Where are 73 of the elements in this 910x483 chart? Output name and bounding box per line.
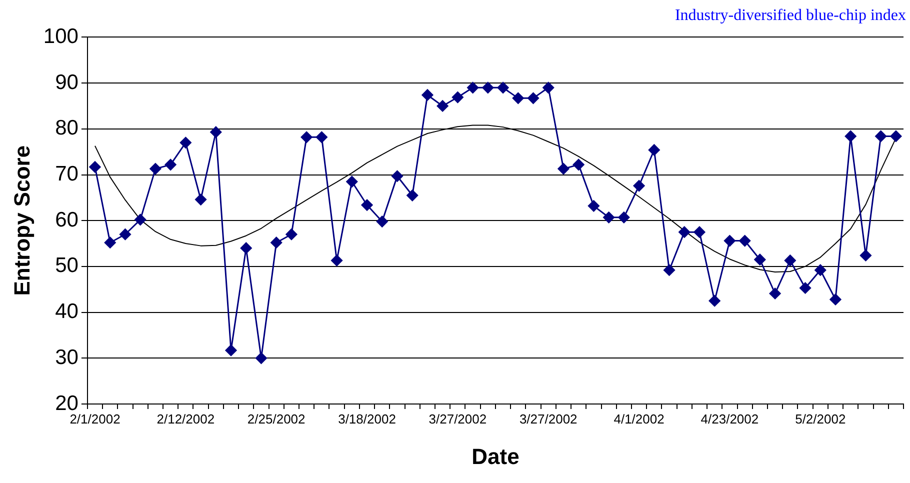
point — [180, 136, 192, 148]
x-tick-label: 4/23/2002 — [700, 411, 759, 426]
y-tick-label: 90 — [55, 70, 78, 94]
point — [376, 216, 388, 228]
y-tick-label: 100 — [43, 24, 78, 48]
point — [497, 82, 509, 94]
y-axis-title: Entropy Score — [9, 145, 34, 296]
point — [422, 89, 434, 101]
x-tick-label: 2/25/2002 — [247, 411, 306, 426]
point — [316, 131, 328, 143]
point — [467, 82, 479, 94]
point — [119, 228, 131, 240]
x-tick-label: 5/2/2002 — [795, 411, 846, 426]
point — [164, 158, 176, 170]
x-tick-label: 3/27/2002 — [519, 411, 578, 426]
point — [558, 163, 570, 175]
point — [436, 100, 448, 112]
y-tick-label: 80 — [55, 116, 78, 140]
point — [875, 130, 887, 142]
point — [588, 200, 600, 212]
point — [286, 228, 298, 240]
y-tick-label: 50 — [55, 254, 78, 278]
point — [708, 295, 720, 307]
point — [210, 126, 222, 138]
y-tick-label: 40 — [55, 300, 78, 324]
point — [769, 288, 781, 300]
point — [890, 130, 902, 142]
point — [391, 170, 403, 182]
point — [739, 235, 751, 247]
point — [528, 92, 539, 104]
point — [784, 254, 796, 266]
point — [150, 163, 162, 175]
point — [104, 236, 116, 248]
point — [542, 82, 554, 94]
point — [134, 214, 146, 226]
point — [800, 282, 812, 294]
point — [633, 180, 645, 192]
point — [664, 264, 676, 276]
x-tick-label: 3/27/2002 — [428, 411, 487, 426]
point — [406, 190, 418, 202]
point — [331, 254, 343, 266]
chart-title: Industry-diversified blue-chip index — [674, 6, 906, 24]
point — [814, 264, 826, 276]
point — [482, 82, 494, 94]
point — [195, 194, 207, 206]
x-tick-label: 2/12/2002 — [156, 411, 215, 426]
y-tick-label: 30 — [55, 346, 78, 369]
x-tick-label: 3/18/2002 — [338, 411, 396, 426]
point — [830, 294, 842, 306]
point — [603, 212, 615, 224]
point — [724, 235, 736, 247]
point — [346, 176, 358, 188]
point — [512, 92, 524, 104]
point — [361, 199, 373, 211]
point — [452, 92, 464, 104]
point — [678, 226, 690, 238]
point — [225, 344, 237, 356]
point — [572, 158, 584, 170]
point — [754, 254, 766, 266]
point — [240, 242, 252, 254]
point — [694, 226, 706, 238]
point — [618, 212, 630, 224]
y-tick-label: 70 — [55, 162, 78, 186]
x-axis-title: Date — [472, 444, 520, 469]
point — [89, 161, 101, 173]
y-tick-label: 60 — [55, 208, 78, 232]
point — [844, 130, 856, 142]
point — [648, 144, 660, 156]
x-tick-label: 4/1/2002 — [614, 411, 664, 426]
point — [270, 236, 282, 248]
point — [860, 250, 872, 262]
point — [300, 131, 312, 143]
point — [255, 352, 267, 364]
